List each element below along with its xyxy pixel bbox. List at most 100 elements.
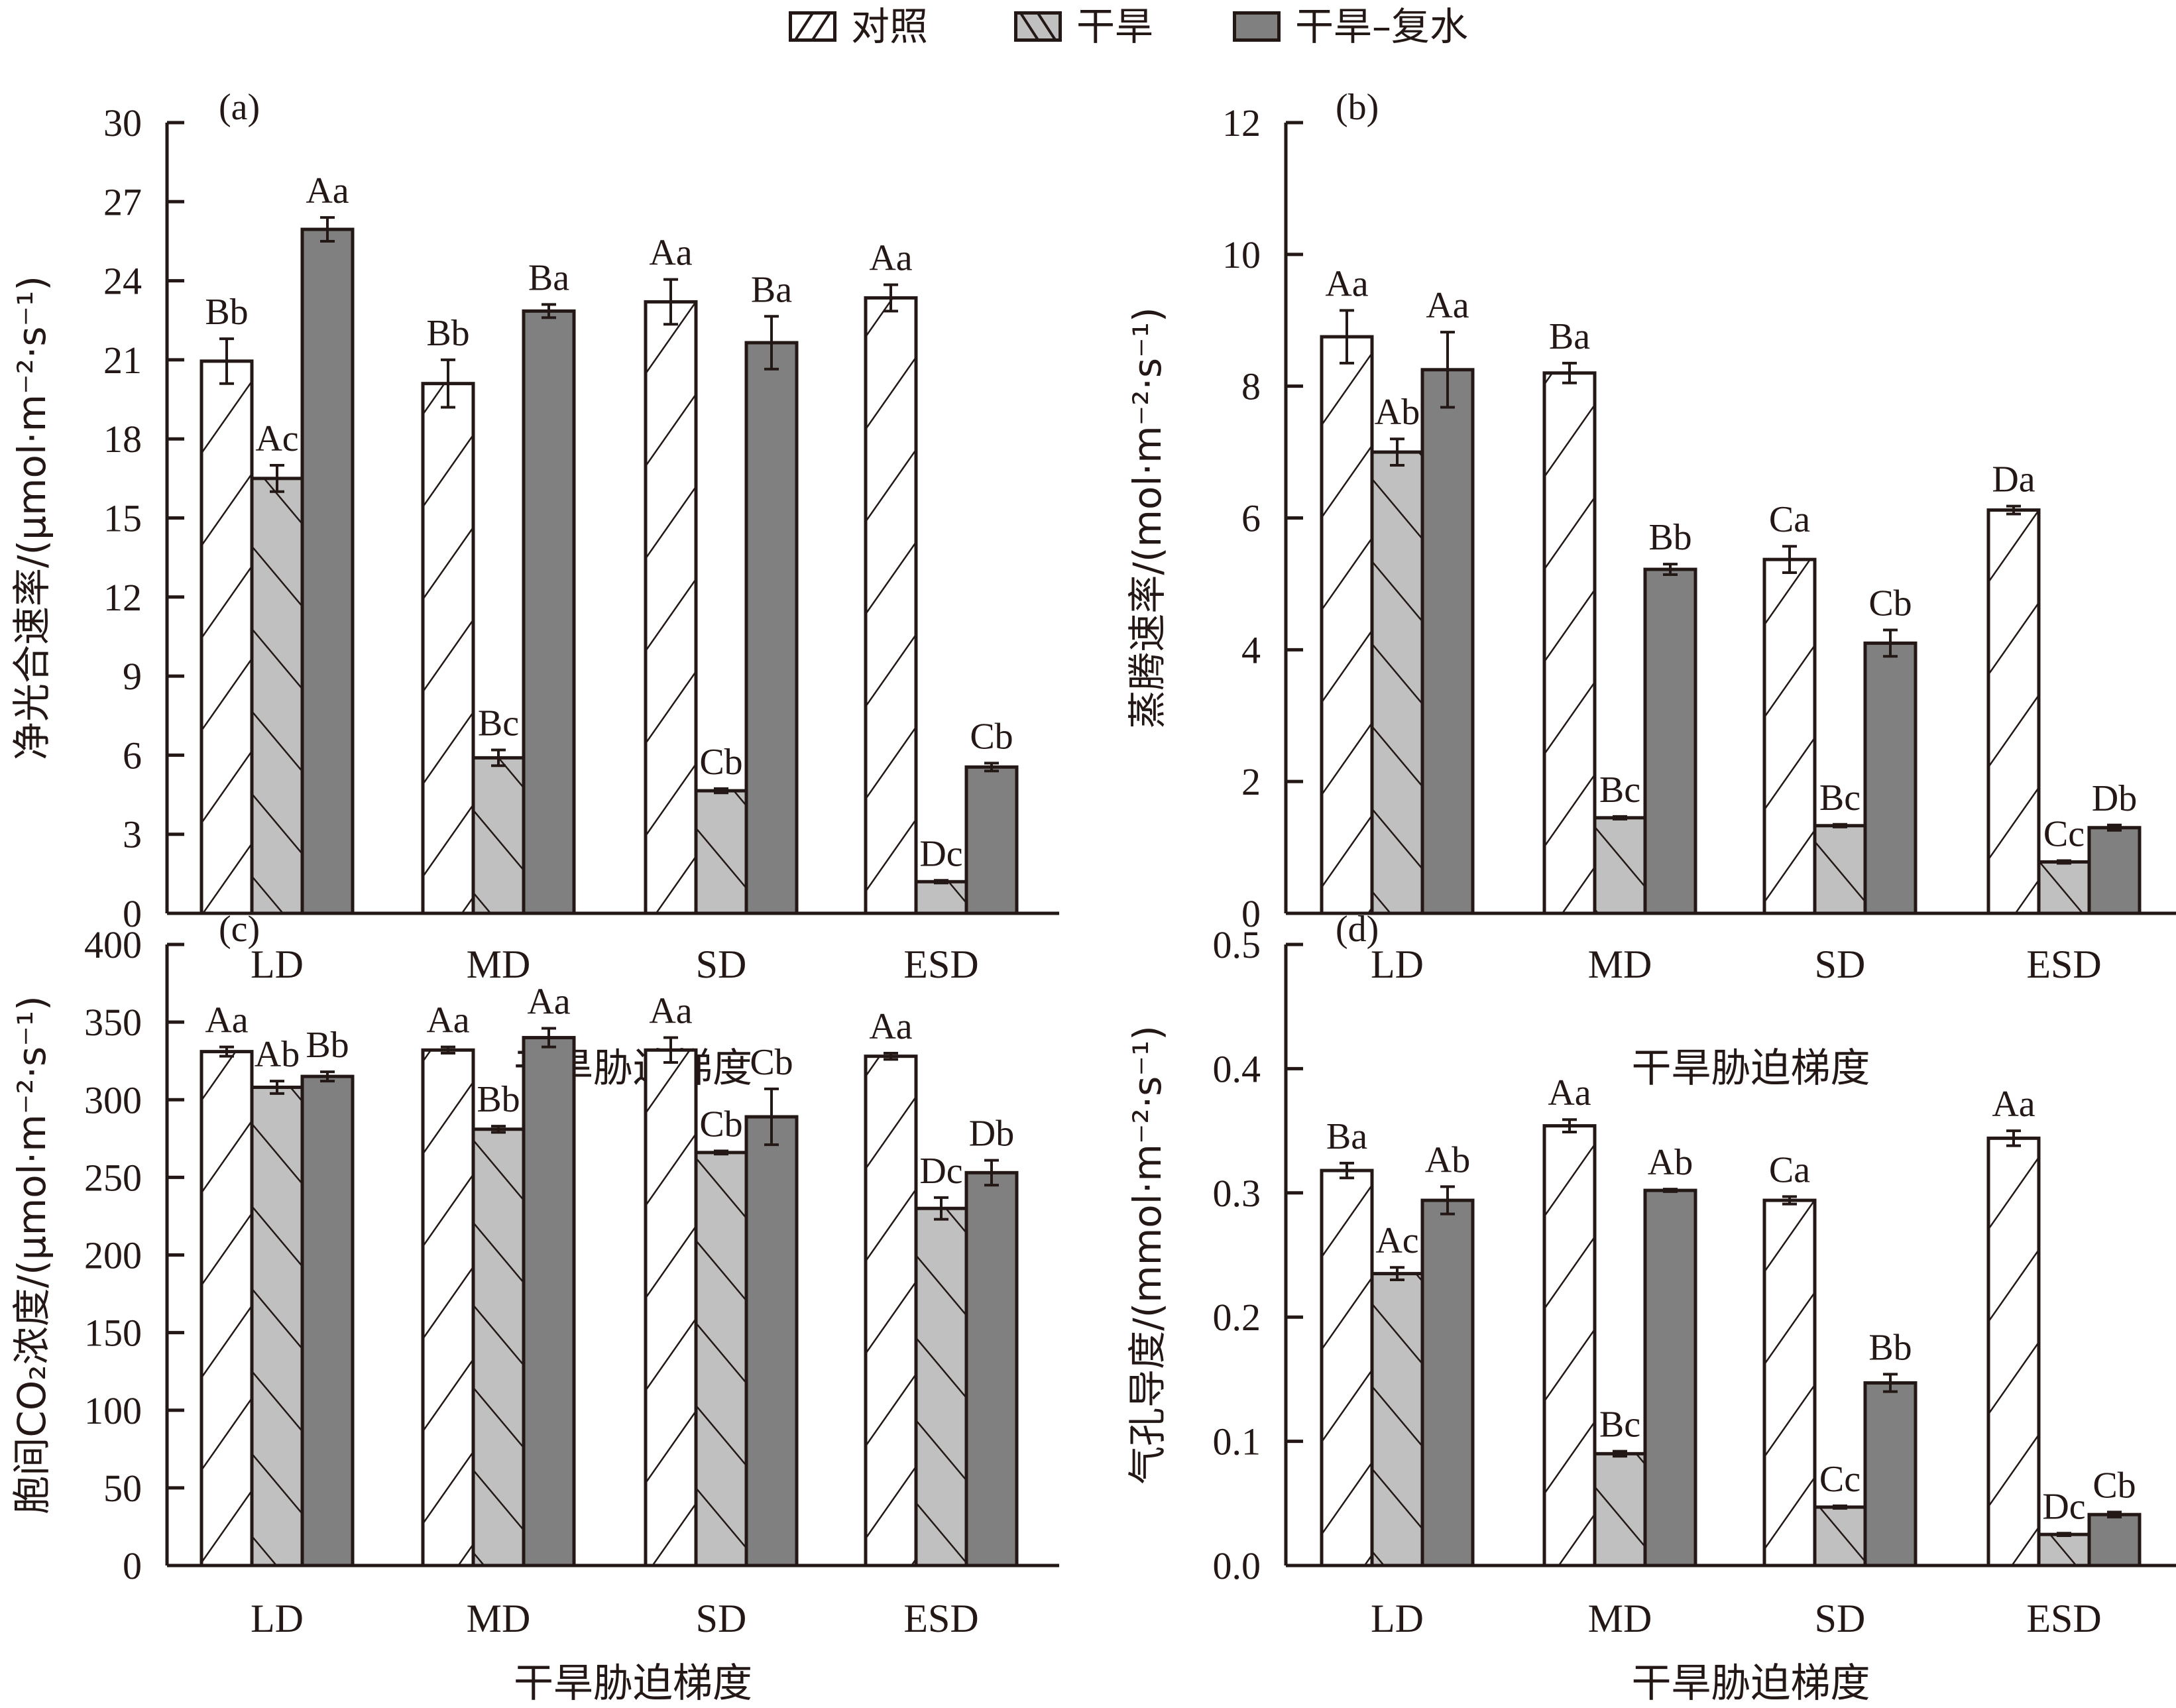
bar-control <box>200 359 254 915</box>
x-axis-title: 干旱胁迫梯度 <box>1632 1660 1870 1707</box>
bar-rewater <box>1863 1381 1918 1567</box>
x-tick-label: ESD <box>903 1597 978 1640</box>
y-tick-label: 10 <box>1222 233 1261 276</box>
significance-label: Bc <box>1599 1404 1640 1446</box>
x-tick-label: SD <box>1815 942 1866 986</box>
y-tick-label: 9 <box>123 655 142 698</box>
bar-control <box>864 296 918 915</box>
y-tick-label: 350 <box>84 1001 142 1044</box>
significance-label: Bc <box>1599 769 1640 811</box>
significance-label: Aa <box>649 991 692 1032</box>
significance-label: Cb <box>1868 583 1912 624</box>
panel-b: 0 2 4 6 8 10 12 (b) 蒸腾速率/(mol·m⁻²·s⁻¹) LD MD SD ESD 干… <box>1125 87 2176 1092</box>
significance-label: Ac <box>1375 1220 1418 1261</box>
bar-control <box>200 1050 254 1567</box>
legend-swatch-rewater <box>1233 11 1281 42</box>
significance-label: Cc <box>2043 813 2085 854</box>
significance-label: Bb <box>1648 517 1691 558</box>
significance-label: Ba <box>751 269 792 310</box>
x-tick-label: LD <box>251 1597 304 1640</box>
significance-label: Aa <box>306 170 349 211</box>
y-tick-label: 0.5 <box>1213 923 1261 966</box>
panel-label: (a) <box>219 87 260 128</box>
bar-rewater <box>1420 1198 1475 1567</box>
significance-label: Ba <box>1549 316 1590 357</box>
bar-drought <box>1813 1505 1867 1567</box>
y-tick-label: 0.2 <box>1213 1296 1261 1339</box>
y-tick-label: 0.0 <box>1213 1544 1261 1587</box>
bar-control <box>644 300 698 915</box>
x-tick-label: LD <box>1371 942 1424 986</box>
significance-label: Dc <box>919 833 962 874</box>
bar-drought <box>250 477 304 915</box>
bar-drought <box>471 756 526 915</box>
bar-rewater <box>1420 368 1475 915</box>
bar-rewater <box>744 1115 799 1567</box>
significance-label: Ba <box>528 257 569 298</box>
significance-label: Cb <box>970 716 1013 757</box>
y-tick-label: 15 <box>103 497 142 540</box>
x-axis-title: 干旱胁迫梯度 <box>1632 1045 1870 1092</box>
significance-label: Aa <box>869 1006 912 1047</box>
y-tick-label: 2 <box>1241 760 1261 803</box>
y-tick-label: 18 <box>103 418 142 461</box>
significance-label: Aa <box>649 233 692 274</box>
x-tick-label: ESD <box>903 942 978 986</box>
panel-d: 0.0 0.1 0.2 0.3 0.4 0.5 (d) 气孔导度/(mmol·m⁻²·s⁻¹)… <box>1125 909 2176 1707</box>
significance-label: Bb <box>1868 1327 1912 1368</box>
bar-rewater <box>300 227 355 915</box>
legend-swatch-drought <box>1014 11 1062 42</box>
legend-item-control: 对照 <box>789 5 928 48</box>
y-tick-label: 3 <box>123 813 142 856</box>
bar-rewater <box>964 765 1019 915</box>
y-tick-label: 27 <box>103 180 142 223</box>
bar-rewater <box>2087 1512 2142 1567</box>
bar-drought <box>250 1086 304 1567</box>
y-tick-label: 4 <box>1241 628 1261 671</box>
bar-rewater <box>1643 1188 1697 1567</box>
bar-drought <box>1593 1452 1647 1567</box>
significance-label: Aa <box>527 981 570 1022</box>
bar-drought <box>1370 1272 1424 1567</box>
bar-control <box>421 382 475 915</box>
x-tick-label: SD <box>696 1597 747 1640</box>
bar-drought <box>1813 824 1867 915</box>
panel-c: 0 50 100 150 200 250 300 350 400 (c) 胞间CO₂浓度/(μmol… <box>9 909 1059 1707</box>
bar-rewater <box>964 1170 1019 1567</box>
y-tick-label: 100 <box>84 1389 142 1432</box>
y-tick-label: 0 <box>123 892 142 935</box>
bar-rewater <box>1643 567 1697 915</box>
bar-rewater <box>522 1036 576 1567</box>
panel-label: (d) <box>1336 909 1379 950</box>
significance-label: Ab <box>1648 1142 1693 1183</box>
significance-label: Aa <box>869 238 912 279</box>
significance-label: Cc <box>1819 1459 1861 1500</box>
significance-label: Db <box>969 1113 1014 1155</box>
significance-label: Ab <box>255 1034 300 1075</box>
legend-item-drought: 干旱 <box>1014 5 1153 48</box>
significance-label: Ba <box>1326 1116 1367 1157</box>
significance-label: Ca <box>1769 1149 1810 1190</box>
significance-label: Aa <box>1426 285 1469 326</box>
bar-drought <box>1370 450 1424 915</box>
y-tick-label: 0.4 <box>1213 1047 1261 1090</box>
significance-label: Ac <box>255 418 298 459</box>
significance-label: Bb <box>306 1025 349 1066</box>
y-tick-label: 6 <box>123 734 142 777</box>
y-tick-label: 0 <box>1241 892 1261 935</box>
y-axis-title: 蒸腾速率/(mol·m⁻²·s⁻¹) <box>1125 307 1170 728</box>
significance-label: Ab <box>1425 1139 1470 1180</box>
legend-label-rewater: 干旱–复水 <box>1295 4 1469 49</box>
y-tick-label: 12 <box>1222 101 1261 144</box>
significance-label: Aa <box>1325 263 1368 304</box>
bar-drought <box>471 1127 526 1567</box>
bar-drought <box>2037 1532 2091 1567</box>
bar-control <box>1986 1136 2041 1567</box>
significance-label: Da <box>1992 459 2035 500</box>
y-tick-label: 0 <box>123 1544 142 1587</box>
significance-label: Dc <box>919 1151 962 1192</box>
x-tick-label: MD <box>467 1597 531 1640</box>
significance-label: Aa <box>1992 1084 2035 1125</box>
bar-rewater <box>300 1074 355 1567</box>
